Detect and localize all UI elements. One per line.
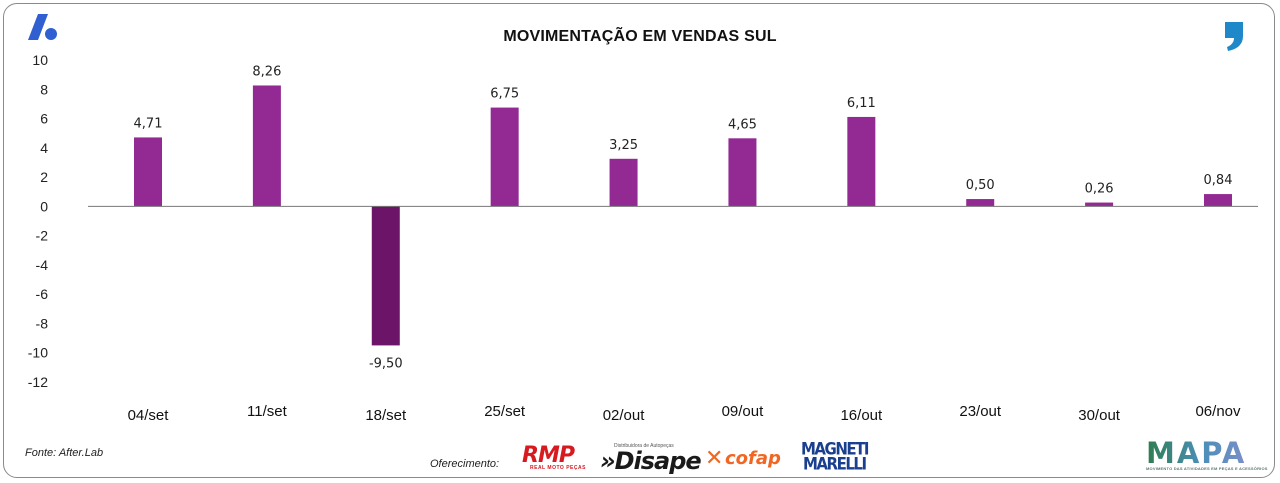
bar [847,116,876,207]
x-tick-label: 23/out [959,403,1002,420]
x-tick-label: 25/set [484,403,526,420]
chart-frame [3,3,1275,478]
mapa-logo: MAPA MOVIMENTO DAS ATIVIDADES EM PEÇAS E… [1146,436,1267,471]
bar [609,158,638,207]
bar [966,199,995,207]
brand-a-icon [28,14,57,40]
data-label: 4,65 [728,117,757,132]
y-tick-label: 10 [32,52,48,68]
y-tick-label: -6 [36,286,49,302]
mapa-logo-tagline: MOVIMENTO DAS ATIVIDADES EM PEÇAS E ACES… [1146,466,1268,471]
data-label: 0,84 [1204,173,1233,188]
bar [490,107,519,207]
bars [134,85,1232,346]
bar [371,206,400,346]
x-axis-labels: 04/set 11/set 18/set 25/set 02/out 09/out 16/o… [128,403,1241,424]
data-label: -9,50 [369,356,403,371]
data-label: 6,75 [490,87,519,102]
y-tick-label: 2 [40,169,48,185]
quote-mark-icon [1225,22,1243,51]
rmp-logo: RMP REAL MOTO PEÇAS [522,443,588,471]
magneti-logo-line2: MARELLI [803,453,867,475]
y-tick-label: -12 [28,374,48,390]
rmp-logo-text: RMP [522,443,575,468]
x-tick-label: 04/set [128,407,170,424]
bar [134,137,162,207]
y-tick-label: -2 [36,228,49,244]
y-axis-ticks: 10 8 6 4 2 0 -2 -4 -6 -8 -10 -12 [28,52,48,390]
data-label: 0,50 [966,178,995,193]
x-tick-label: 09/out [722,403,765,420]
y-tick-label: -8 [36,315,49,331]
x-tick-label: 30/out [1078,407,1121,424]
y-tick-label: 6 [40,111,48,127]
y-tick-label: -4 [36,257,49,273]
source-note: Fonte: After.Lab [25,447,104,459]
data-label: 3,25 [609,138,638,153]
bar [252,85,281,207]
magneti-logo-line1: MAGNETI [801,438,869,460]
data-labels: 4,71 8,26 -9,50 6,75 3,25 4,65 6,11 0,50 0,26 0,8… [134,64,1233,371]
rmp-logo-tagline: REAL MOTO PEÇAS [530,465,586,471]
data-label: 6,11 [847,96,876,111]
x-tick-label: 06/nov [1195,403,1241,420]
y-tick-label: 4 [40,140,48,156]
cofap-mark-icon: ✕ [705,446,724,471]
chart-title: MOVIMENTAÇÃO EM VENDAS SUL [503,28,777,45]
bar [728,138,757,207]
magneti-marelli-logo: MAGNETI MARELLI [800,438,869,475]
x-tick-label: 11/set [247,403,288,420]
data-label: 4,71 [134,116,163,131]
cofap-logo-text: cofap [725,448,781,469]
data-label: 8,26 [252,64,281,79]
y-tick-label: -10 [28,345,48,361]
y-tick-label: 0 [40,198,48,214]
data-label: 0,26 [1085,182,1114,197]
disape-logo-tagline: Distribuidora de Autopeças [614,443,674,449]
x-tick-label: 18/set [365,407,407,424]
x-tick-label: 16/out [840,407,883,424]
offered-by-label: Oferecimento: [430,458,500,470]
bar [1085,202,1114,207]
mapa-logo-text: MAPA [1146,436,1247,470]
x-tick-label: 02/out [603,407,646,424]
y-tick-label: 8 [40,81,48,97]
bar [1204,194,1232,207]
disape-logo-text: »Disape [600,447,702,475]
